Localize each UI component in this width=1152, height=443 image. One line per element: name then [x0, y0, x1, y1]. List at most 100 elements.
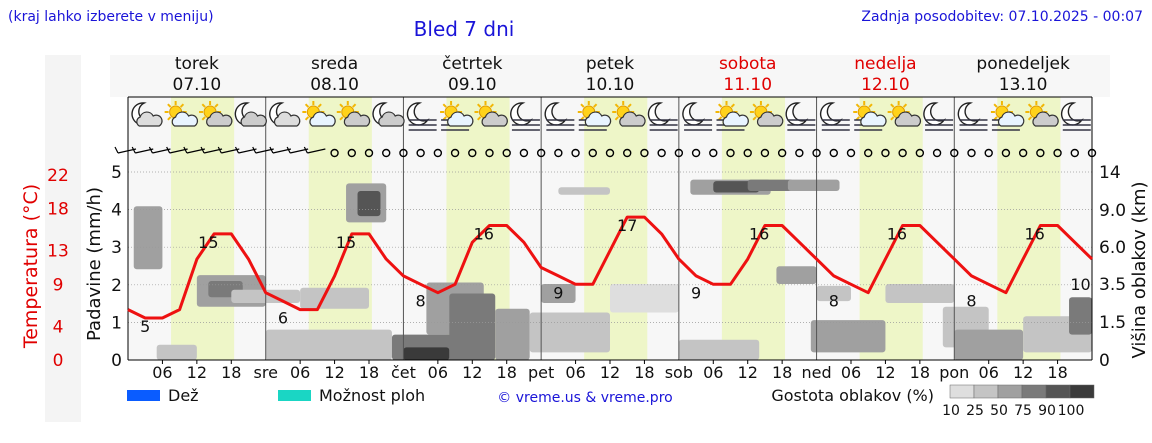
cloud-block [541, 284, 576, 303]
wind-flag [217, 146, 222, 154]
calm-wind-marker [950, 148, 959, 158]
calm-wind-marker [623, 148, 632, 158]
cloud-icon [206, 111, 233, 127]
wind-flag [131, 146, 136, 154]
cloud-icon [378, 111, 405, 127]
cloud-icon [584, 111, 612, 127]
cloud-icon [722, 111, 749, 127]
temperature-value-label: 17 [617, 216, 637, 235]
cloud-axis-label: Višina oblakov (km) [1129, 181, 1150, 358]
sun-ray [580, 103, 585, 108]
day-name-label: torek [175, 54, 219, 74]
wind-flag [183, 146, 188, 154]
temp-tick-label: 18 [47, 200, 69, 220]
sun-ray [890, 103, 895, 108]
cloud-height-tick-label: 1.5 [1099, 313, 1126, 333]
sun-ray [167, 116, 172, 121]
cloud-height-tick-label: 6.0 [1099, 238, 1126, 258]
cloud-block [954, 329, 1024, 360]
day-name-label: sobota [719, 54, 777, 74]
calm-wind-marker [1053, 148, 1062, 158]
sun-ray [352, 103, 357, 108]
wind-flag [148, 146, 153, 154]
daylight-band [308, 97, 372, 360]
density-swatch [973, 384, 999, 399]
calm-wind-marker [485, 148, 494, 158]
weather-icon [544, 102, 575, 131]
weather-icon [474, 101, 508, 127]
calm-wind-marker [691, 148, 701, 158]
daylight-band [721, 97, 786, 360]
sun-ray [304, 103, 310, 108]
weather-icon [440, 101, 474, 131]
density-swatch [1021, 384, 1047, 399]
hour-tick-label: 06 [703, 363, 723, 382]
sun-ray [614, 116, 619, 121]
calm-wind-marker [967, 148, 976, 158]
sun-ray [201, 116, 206, 121]
calm-wind-marker [588, 148, 597, 158]
cloud-block [776, 266, 817, 284]
hour-tick-label: 18 [497, 363, 517, 382]
sun-ray [902, 103, 908, 108]
hour-tick-label: 18 [772, 363, 792, 382]
calm-wind-marker [502, 148, 511, 158]
storm-legend-swatch [278, 390, 311, 401]
temperature-value-label: 6 [278, 309, 288, 328]
weather-icon [131, 102, 163, 127]
cloud-block [133, 206, 163, 270]
precip-tick-label: 1 [111, 313, 122, 333]
rain-legend-label: Dež [168, 386, 199, 405]
day-date-label: 08.10 [310, 75, 359, 95]
sun-ray [993, 103, 998, 108]
temp-tick-label: 9 [53, 275, 64, 295]
calm-wind-marker [657, 148, 666, 158]
hour-tick-label: 06 [841, 363, 861, 382]
sun-ray [317, 103, 322, 108]
location-hint[interactable]: (kraj lahko izberete v meniju) [8, 9, 214, 25]
sun-ray [752, 103, 757, 108]
sun-ray [167, 103, 172, 108]
calm-wind-marker [1018, 148, 1028, 158]
temperature-value-label: 16 [474, 224, 494, 243]
hour-tick-label: 18 [221, 363, 241, 382]
calm-wind-marker [709, 148, 718, 158]
calm-wind-marker [915, 148, 925, 158]
sun-ray [855, 103, 860, 108]
cloud-block [558, 187, 610, 195]
cloud-icon [343, 111, 371, 127]
calm-wind-marker [433, 148, 443, 158]
wind-row [114, 146, 1097, 158]
temperature-value-label: 15 [198, 233, 218, 252]
weather-icon [234, 102, 267, 127]
density-tick-label: 50 [990, 403, 1008, 419]
rain-legend-swatch [127, 390, 160, 401]
weather-icon [887, 101, 922, 127]
weather-icon [715, 101, 749, 131]
density-tick-label: 10 [942, 403, 960, 419]
weather-icon [990, 101, 1025, 131]
calm-wind-marker [519, 148, 529, 158]
sun-ray [752, 116, 757, 121]
day-date-label: 10.10 [586, 75, 635, 95]
calm-wind-marker [777, 148, 787, 158]
calm-wind-marker [364, 148, 374, 158]
credit-link[interactable]: © vreme.us & vreme.pro [497, 390, 672, 406]
day-abbr-label: sob [665, 363, 693, 382]
cloud-height-tick-label: 0 [1099, 351, 1110, 371]
day-abbr-label: pon [939, 363, 969, 382]
sun-ray [489, 103, 494, 108]
calm-wind-marker [1087, 148, 1097, 158]
weather-icon [749, 101, 784, 127]
daylight-band [997, 97, 1061, 360]
cloud-block [495, 308, 530, 360]
calm-wind-marker [399, 148, 408, 158]
sun-ray [718, 103, 723, 108]
weather-icon [372, 102, 405, 127]
wind-flag [200, 146, 205, 154]
temp-tick-label: 22 [47, 166, 69, 186]
storm-legend-label: Možnost ploh [319, 386, 425, 405]
plot-background [128, 97, 1092, 360]
weather-icon [1060, 102, 1091, 131]
